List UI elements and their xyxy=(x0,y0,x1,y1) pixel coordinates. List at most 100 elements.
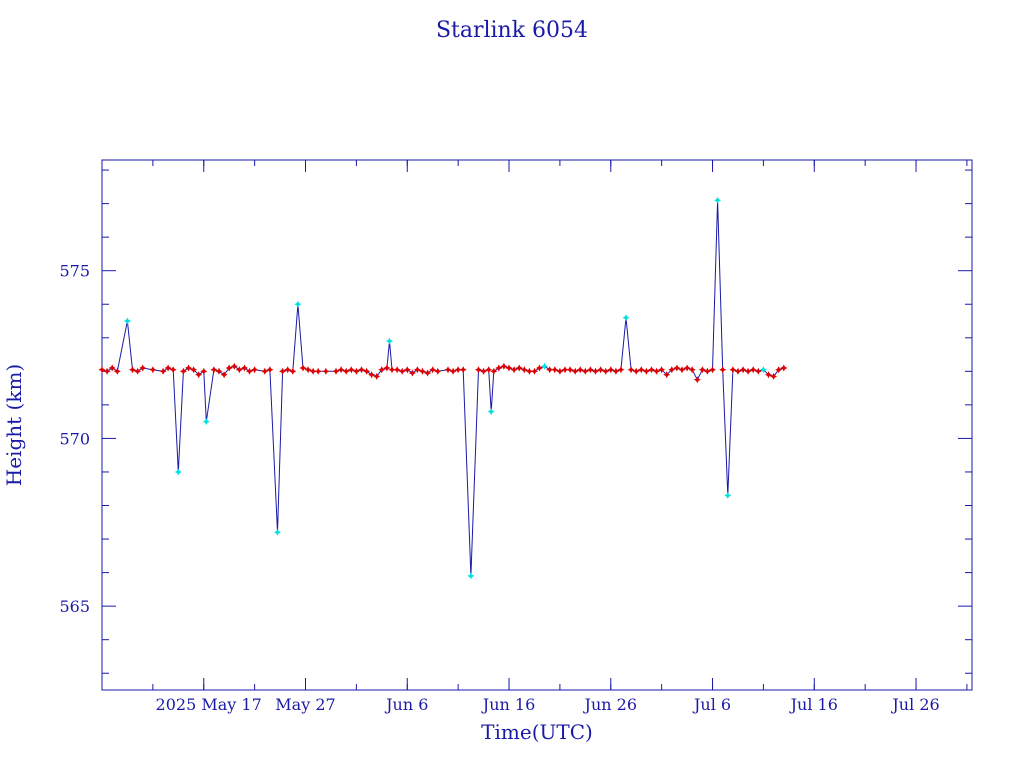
data-point-cyan xyxy=(202,418,210,426)
data-point-red xyxy=(561,366,569,374)
data-point-red xyxy=(149,366,157,374)
data-point-red xyxy=(739,366,747,374)
data-point-red xyxy=(195,371,203,379)
data-point-red xyxy=(332,367,340,375)
series-group xyxy=(98,196,788,580)
data-point-red xyxy=(520,366,528,374)
data-point-red xyxy=(314,367,322,375)
data-point-red xyxy=(299,364,307,372)
data-point-red xyxy=(607,366,615,374)
data-point-red xyxy=(347,366,355,374)
plot-frame xyxy=(101,159,973,691)
data-point-red xyxy=(525,367,533,375)
data-point-red xyxy=(358,366,365,374)
height-line xyxy=(101,200,784,576)
data-point-red xyxy=(612,367,620,375)
data-point-red xyxy=(129,366,136,374)
data-point-red xyxy=(500,362,508,370)
data-point-red xyxy=(632,367,640,375)
data-point-red xyxy=(200,367,208,375)
data-point-red xyxy=(429,366,437,374)
data-point-red xyxy=(309,367,317,375)
data-point-red xyxy=(134,367,142,375)
data-point-red xyxy=(169,366,177,374)
data-point-red xyxy=(531,367,538,375)
data-point-red xyxy=(749,366,757,374)
data-point-red xyxy=(627,366,635,374)
data-point-red xyxy=(754,367,762,375)
data-point-red xyxy=(775,366,783,374)
y-tick-label: 575 xyxy=(59,262,90,281)
data-point-red xyxy=(215,367,223,375)
data-point-red xyxy=(556,367,564,375)
data-point-red xyxy=(683,364,691,372)
data-point-red xyxy=(444,366,452,374)
data-point-red xyxy=(592,367,599,375)
data-point-red xyxy=(576,366,584,374)
data-point-cyan xyxy=(541,362,549,370)
data-point-red xyxy=(246,367,253,375)
data-point-red xyxy=(179,367,187,375)
data-point-red xyxy=(546,366,554,374)
y-tick-label: 565 xyxy=(59,597,90,616)
data-point-red xyxy=(352,367,360,375)
data-point-red xyxy=(485,366,493,374)
data-point-red xyxy=(698,366,706,374)
data-point-red xyxy=(678,366,686,374)
data-point-cyan xyxy=(724,491,732,499)
data-point-red xyxy=(734,367,742,375)
x-axis: 2025 May 17 May 27 Jun 6 Jun 16 Jun 26 Jul 6 J… xyxy=(152,160,968,714)
data-point-red xyxy=(398,367,406,375)
data-point-red xyxy=(729,366,737,374)
data-point-red xyxy=(602,367,610,375)
data-point-red xyxy=(597,366,605,374)
data-point-cyan xyxy=(487,408,495,416)
y-axis: 565 570 575 xyxy=(59,169,972,674)
data-point-red xyxy=(413,366,421,374)
data-point-cyan xyxy=(386,337,393,345)
x-tick-label: Jun 26 xyxy=(583,695,637,714)
data-point-red xyxy=(780,364,788,372)
chart-title: Starlink 6054 xyxy=(436,18,588,43)
data-point-red xyxy=(220,371,228,379)
data-point-red xyxy=(419,367,426,375)
data-point-red xyxy=(709,366,716,374)
data-point-red xyxy=(393,366,401,374)
data-point-cyan xyxy=(294,300,302,308)
data-point-cyan xyxy=(759,366,767,374)
data-point-red xyxy=(235,366,243,374)
data-point-red xyxy=(103,367,111,375)
data-point-red xyxy=(658,366,666,374)
data-point-cyan xyxy=(714,196,722,204)
data-point-cyan xyxy=(123,317,131,325)
data-point-red xyxy=(490,367,498,375)
data-point-red xyxy=(515,364,523,372)
data-point-red xyxy=(673,364,681,372)
data-point-red xyxy=(536,364,543,372)
data-point-red xyxy=(378,366,386,374)
x-tick-label: Jun 16 xyxy=(481,695,535,714)
x-tick-label: Jul 16 xyxy=(789,695,838,714)
data-point-red xyxy=(266,366,274,374)
data-point-cyan xyxy=(622,314,630,322)
data-point-cyan xyxy=(274,528,281,536)
data-point-red xyxy=(571,367,579,375)
data-point-red xyxy=(693,376,701,384)
data-point-red xyxy=(241,364,248,372)
data-point-cyan xyxy=(174,468,182,476)
data-point-red xyxy=(642,367,650,375)
data-point-red xyxy=(449,367,457,375)
data-point-red xyxy=(383,364,391,372)
data-point-red xyxy=(113,367,121,375)
data-point-red xyxy=(304,366,312,374)
data-point-red xyxy=(164,364,172,372)
data-point-red xyxy=(139,364,147,372)
x-tick-label: Jul 6 xyxy=(692,695,731,714)
data-point-red xyxy=(108,364,116,372)
data-point-red xyxy=(363,367,371,375)
data-point-red xyxy=(289,367,297,375)
data-point-red xyxy=(98,366,106,374)
data-point-red xyxy=(279,367,287,375)
data-point-red xyxy=(251,366,259,374)
